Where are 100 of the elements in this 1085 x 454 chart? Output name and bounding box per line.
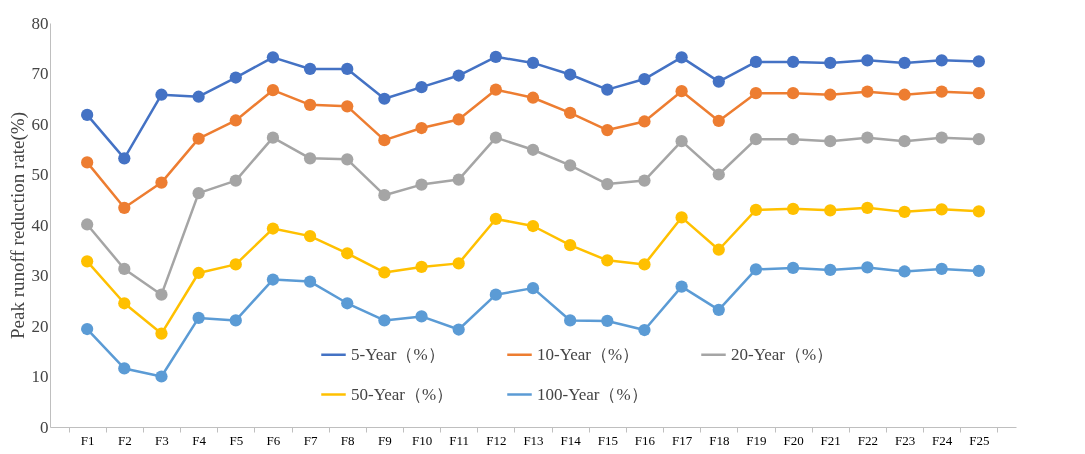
point bbox=[303, 275, 317, 288]
point bbox=[452, 323, 465, 336]
point bbox=[564, 314, 577, 327]
point bbox=[81, 156, 94, 169]
y-tick-label: 30 bbox=[31, 266, 49, 285]
point bbox=[266, 84, 280, 97]
point bbox=[861, 131, 874, 144]
point bbox=[489, 288, 502, 301]
x-tick-label: F1 bbox=[80, 432, 95, 448]
point bbox=[341, 247, 354, 260]
point bbox=[118, 362, 131, 375]
point bbox=[675, 51, 688, 64]
point bbox=[749, 55, 763, 68]
point bbox=[489, 212, 502, 226]
x-tick-label: F21 bbox=[820, 432, 841, 448]
x-tick-label: F10 bbox=[411, 432, 433, 448]
point bbox=[452, 113, 465, 126]
point bbox=[749, 263, 763, 276]
y-tick-label: 80 bbox=[31, 13, 49, 33]
x-tick-label: F4 bbox=[192, 432, 207, 448]
point bbox=[229, 114, 242, 127]
point bbox=[824, 204, 837, 217]
point bbox=[81, 255, 94, 268]
point bbox=[861, 201, 874, 214]
point bbox=[229, 258, 242, 271]
point bbox=[898, 205, 911, 218]
point bbox=[378, 92, 391, 105]
point bbox=[712, 168, 725, 181]
point bbox=[415, 260, 428, 274]
point bbox=[786, 261, 800, 275]
point bbox=[638, 174, 651, 187]
point bbox=[824, 263, 837, 277]
point bbox=[786, 133, 800, 146]
x-tick-label: F17 bbox=[672, 432, 693, 448]
point bbox=[118, 262, 131, 276]
point bbox=[155, 88, 168, 101]
point bbox=[341, 100, 354, 113]
point bbox=[266, 131, 280, 144]
x-tick-label: F24 bbox=[932, 432, 953, 448]
point bbox=[378, 314, 391, 327]
point bbox=[192, 90, 205, 103]
point bbox=[898, 56, 911, 70]
point bbox=[638, 72, 651, 86]
point bbox=[638, 258, 651, 271]
point bbox=[452, 257, 465, 270]
point bbox=[564, 239, 577, 252]
x-tick-label: F6 bbox=[266, 432, 281, 448]
point bbox=[749, 133, 763, 146]
legend-label: 50-Year（%） bbox=[351, 384, 454, 404]
y-tick-label: 0 bbox=[40, 417, 49, 437]
point bbox=[266, 273, 280, 286]
point bbox=[526, 56, 540, 70]
y-axis-title: Peak runoff reduction rate(%) bbox=[6, 111, 29, 340]
point bbox=[266, 222, 280, 235]
point bbox=[415, 178, 428, 191]
point bbox=[898, 265, 911, 278]
point bbox=[81, 218, 94, 231]
point bbox=[564, 68, 577, 81]
y-tick-label: 50 bbox=[31, 165, 49, 184]
point bbox=[972, 264, 985, 278]
legend-label: 20-Year（%） bbox=[731, 344, 834, 364]
x-tick-label: F7 bbox=[303, 432, 318, 448]
point bbox=[786, 87, 800, 100]
y-tick-label: 40 bbox=[31, 215, 49, 235]
x-tick-label: F11 bbox=[449, 432, 470, 448]
point bbox=[861, 54, 874, 67]
point bbox=[601, 83, 614, 96]
legend-label: 5-Year（%） bbox=[351, 344, 445, 364]
point bbox=[898, 135, 911, 148]
point bbox=[341, 297, 354, 310]
point bbox=[526, 282, 540, 295]
y-tick-label: 60 bbox=[31, 114, 49, 134]
x-tick-label: F9 bbox=[378, 432, 392, 448]
x-tick-label: F13 bbox=[523, 432, 544, 448]
point bbox=[229, 314, 242, 327]
point bbox=[601, 314, 614, 328]
x-tick-label: F25 bbox=[969, 432, 990, 448]
y-tick-label: 20 bbox=[31, 316, 49, 336]
x-tick-label: F8 bbox=[340, 432, 355, 448]
point bbox=[935, 262, 948, 276]
point bbox=[118, 297, 131, 310]
point bbox=[712, 114, 725, 128]
x-tick-label: F16 bbox=[634, 432, 656, 448]
point bbox=[155, 370, 168, 383]
point bbox=[675, 280, 688, 293]
point bbox=[712, 243, 725, 256]
point bbox=[824, 135, 837, 148]
point bbox=[341, 153, 354, 166]
point bbox=[266, 51, 280, 64]
point bbox=[972, 133, 985, 146]
point bbox=[564, 106, 577, 119]
point bbox=[155, 327, 168, 340]
point bbox=[749, 87, 763, 100]
point bbox=[452, 173, 465, 186]
point bbox=[824, 56, 837, 70]
point bbox=[81, 108, 94, 122]
point bbox=[675, 85, 688, 98]
point bbox=[378, 189, 391, 202]
point bbox=[192, 132, 205, 145]
x-tick-label: F2 bbox=[117, 432, 132, 448]
